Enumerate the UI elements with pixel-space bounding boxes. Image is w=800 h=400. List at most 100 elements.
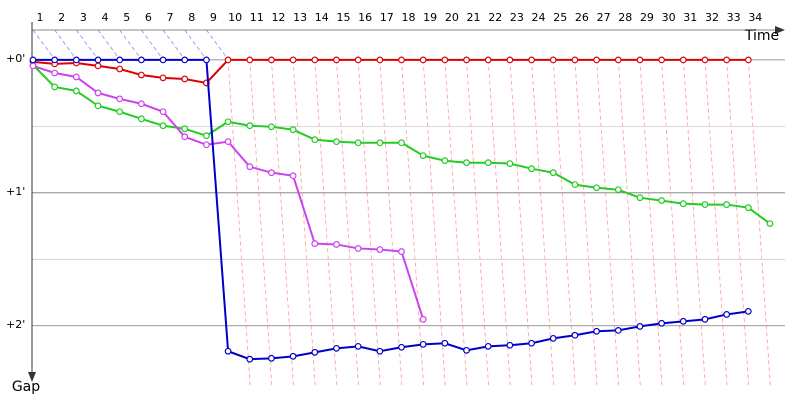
data-point	[94, 102, 102, 110]
data-point	[203, 132, 210, 140]
lap-line	[682, 59, 706, 386]
data-point	[289, 352, 297, 360]
data-point	[333, 344, 340, 352]
x-tick-label: 33	[727, 11, 741, 24]
data-point	[658, 56, 666, 64]
data-point	[398, 139, 405, 147]
data-point	[484, 56, 492, 64]
y-tick-label: +1'	[6, 185, 25, 198]
data-point	[181, 125, 189, 133]
data-point	[723, 311, 731, 318]
data-point	[658, 319, 666, 327]
data-point	[398, 248, 405, 255]
lap-lines	[32, 29, 771, 386]
x-tick-label: 30	[662, 11, 676, 24]
data-point	[463, 56, 470, 64]
lap-line	[97, 29, 121, 61]
data-point	[571, 56, 579, 64]
lap-line	[184, 29, 208, 61]
data-point	[333, 241, 340, 248]
data-point	[398, 343, 405, 351]
x-tick-label: 8	[188, 11, 195, 24]
data-point	[419, 56, 427, 64]
x-tick-label: 31	[683, 11, 697, 24]
data-point	[246, 122, 254, 130]
data-point	[679, 56, 687, 64]
data-point	[268, 169, 275, 177]
x-tick-label: 13	[293, 11, 307, 24]
data-point	[658, 197, 666, 204]
x-tick-label: 9	[210, 11, 217, 24]
data-point	[528, 339, 535, 347]
data-point	[159, 108, 167, 116]
data-point	[614, 56, 622, 64]
x-tick-label: 18	[402, 11, 416, 24]
x-tick-label: 19	[423, 11, 437, 24]
data-point	[51, 56, 59, 64]
x-tick-label: 1	[37, 11, 44, 24]
data-point	[766, 220, 774, 228]
x-tick-label: 16	[358, 11, 372, 24]
data-point	[94, 56, 102, 64]
data-point	[311, 136, 319, 144]
x-tick-label: 4	[102, 11, 109, 24]
y-tick-label: +0'	[6, 52, 25, 65]
lap-line	[271, 59, 294, 386]
data-point	[549, 334, 557, 342]
lap-line	[162, 29, 186, 61]
y-arrow	[28, 372, 36, 382]
data-point	[723, 201, 731, 208]
data-point	[203, 56, 210, 64]
lap-line	[379, 59, 403, 386]
lap-line	[531, 59, 554, 386]
data-point	[159, 74, 167, 82]
data-point	[571, 181, 579, 189]
data-point	[224, 56, 232, 64]
data-point	[636, 194, 644, 202]
lap-line	[552, 59, 576, 386]
x-tick-label: 25	[553, 11, 567, 24]
y-tick-label: +2'	[6, 318, 25, 331]
x-tick-label: 27	[597, 11, 611, 24]
data-point	[636, 56, 644, 64]
data-point	[224, 118, 232, 126]
data-point	[679, 200, 687, 208]
lap-line	[227, 59, 251, 386]
lap-line	[639, 59, 663, 386]
data-point	[289, 126, 297, 134]
lap-line	[141, 29, 164, 61]
data-point	[29, 62, 37, 70]
lap-line	[509, 59, 533, 386]
data-point	[441, 339, 449, 347]
lap-line	[292, 59, 316, 386]
data-point	[159, 122, 167, 130]
data-point	[398, 56, 405, 64]
data-point	[289, 172, 297, 180]
data-point	[137, 100, 145, 108]
x-tick-label: 28	[618, 11, 632, 24]
x-tick-label: 29	[640, 11, 654, 24]
lap-line	[487, 59, 511, 386]
data-point	[701, 315, 709, 323]
x-tick-label: 17	[380, 11, 394, 24]
lap-line	[249, 59, 273, 386]
data-point	[484, 159, 492, 167]
lap-line	[617, 59, 641, 386]
data-point	[94, 89, 102, 97]
data-point	[701, 201, 709, 208]
data-point	[311, 56, 319, 64]
x-tick-label: 23	[510, 11, 524, 24]
data-point	[376, 347, 384, 355]
data-point	[571, 331, 579, 339]
lap-line	[206, 29, 229, 61]
data-point	[506, 160, 514, 167]
plot	[29, 56, 774, 363]
data-point	[311, 348, 319, 356]
data-point	[593, 56, 600, 64]
data-point	[289, 56, 297, 64]
lap-line	[76, 29, 99, 61]
series-line	[33, 58, 749, 361]
data-point	[506, 341, 514, 349]
data-point	[181, 56, 189, 64]
data-point	[181, 133, 189, 141]
